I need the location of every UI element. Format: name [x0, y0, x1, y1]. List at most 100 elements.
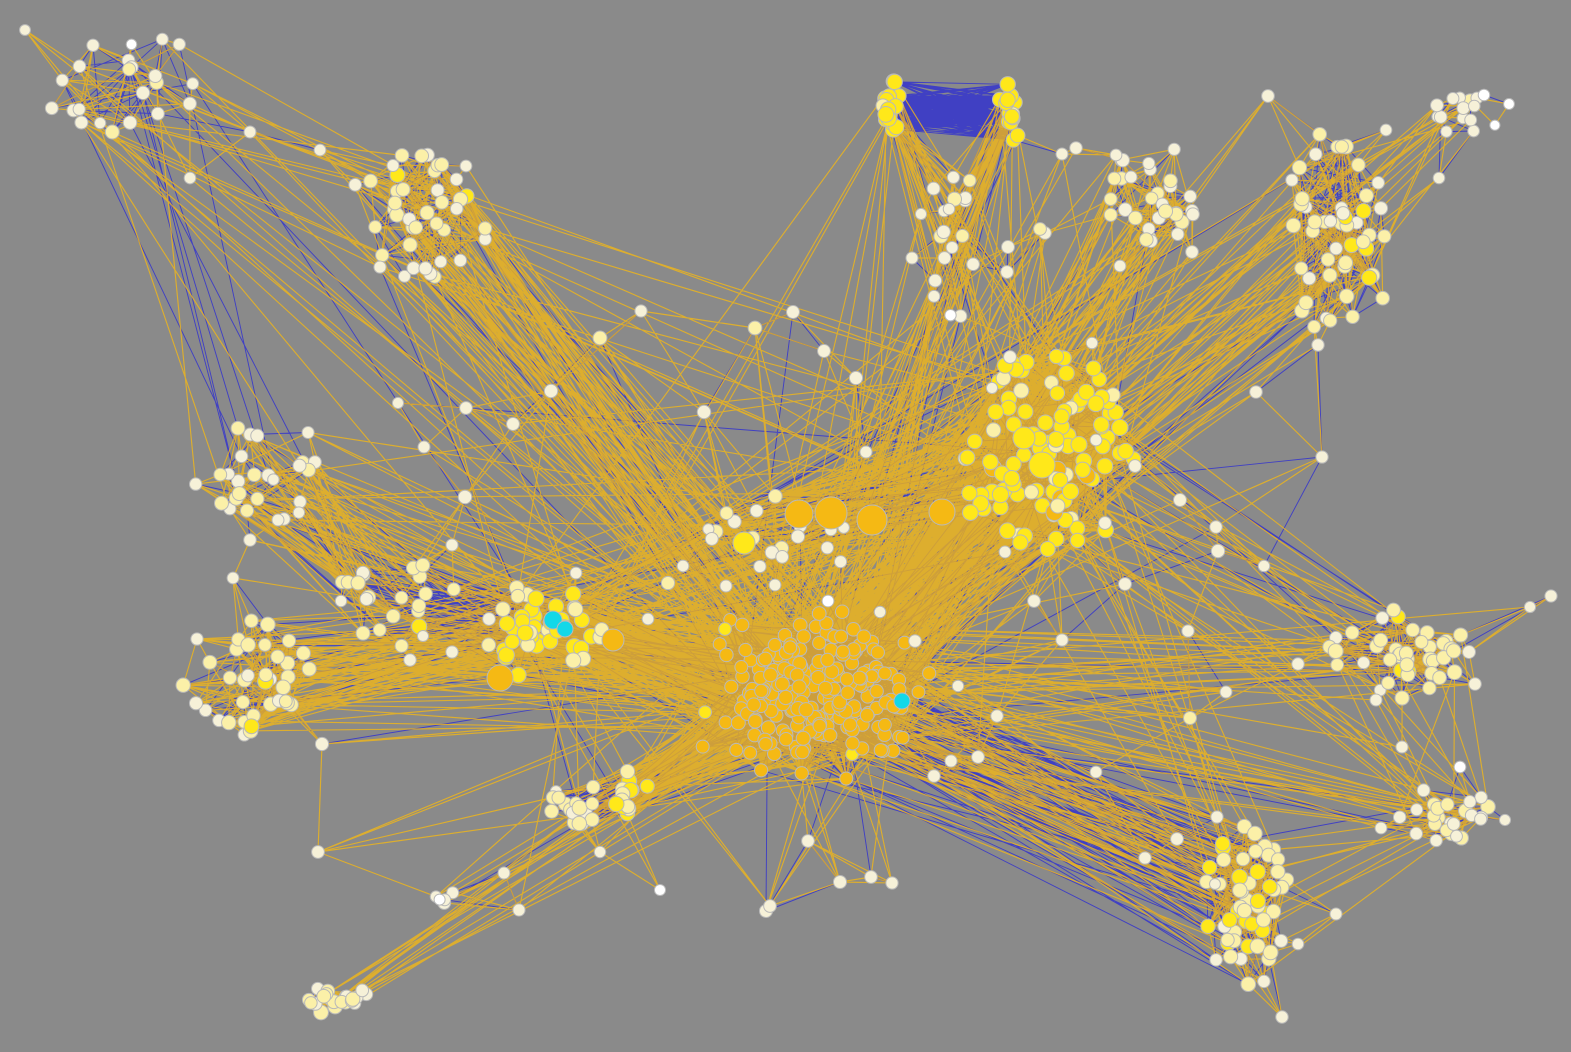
graph-node[interactable] [1464, 113, 1478, 127]
graph-node[interactable] [1257, 974, 1271, 989]
graph-node-gold-hub-4[interactable] [928, 498, 956, 526]
graph-node[interactable] [445, 538, 459, 552]
graph-node[interactable] [842, 717, 858, 732]
graph-node[interactable] [182, 96, 197, 111]
graph-node[interactable] [1142, 156, 1156, 170]
graph-node-gold-hub-5[interactable] [732, 531, 756, 555]
graph-node[interactable] [375, 248, 390, 263]
graph-node[interactable] [1210, 810, 1224, 824]
graph-node[interactable] [719, 579, 733, 593]
graph-node[interactable] [221, 714, 237, 731]
graph-node[interactable] [1089, 433, 1103, 447]
graph-node[interactable] [1173, 493, 1187, 507]
graph-node[interactable] [747, 320, 763, 336]
graph-node[interactable] [990, 709, 1004, 723]
graph-node[interactable] [1185, 245, 1199, 259]
graph-node[interactable] [999, 522, 1016, 540]
graph-node[interactable] [971, 750, 985, 764]
graph-node[interactable] [1001, 240, 1015, 254]
graph-node[interactable] [885, 876, 899, 890]
graph-node[interactable] [527, 590, 545, 608]
graph-node[interactable] [1330, 658, 1345, 672]
graph-node[interactable] [908, 634, 922, 648]
graph-node[interactable] [820, 652, 835, 668]
graph-node[interactable] [172, 37, 186, 51]
graph-node[interactable] [763, 667, 778, 683]
graph-node[interactable] [1255, 912, 1272, 928]
graph-node[interactable] [1055, 147, 1069, 161]
graph-node[interactable] [1209, 520, 1223, 534]
graph-node[interactable] [1440, 797, 1455, 812]
graph-node[interactable] [1118, 202, 1133, 217]
graph-node[interactable] [571, 799, 588, 816]
graph-node[interactable] [1009, 127, 1026, 144]
graph-node[interactable] [1462, 645, 1476, 659]
graph-node[interactable] [719, 506, 734, 521]
graph-node[interactable] [135, 85, 151, 101]
graph-node[interactable] [767, 488, 783, 504]
graph-node[interactable] [1338, 255, 1354, 271]
graph-node[interactable] [914, 207, 928, 221]
graph-node[interactable] [516, 624, 534, 642]
graph-node[interactable] [1000, 265, 1014, 279]
graph-node[interactable] [834, 629, 849, 644]
graph-node[interactable] [1416, 783, 1431, 798]
graph-node[interactable] [966, 257, 980, 272]
graph-node-gold-hub-6[interactable] [1028, 451, 1056, 479]
graph-node[interactable] [394, 590, 409, 605]
graph-node[interactable] [275, 679, 291, 696]
graph-node[interactable] [839, 672, 855, 687]
graph-node[interactable] [768, 578, 782, 592]
graph-node[interactable] [794, 766, 809, 781]
graph-node[interactable] [1113, 259, 1127, 273]
graph-node[interactable] [398, 269, 411, 283]
graph-node[interactable] [846, 622, 861, 637]
graph-node[interactable] [1323, 214, 1338, 228]
graph-node[interactable] [592, 330, 608, 346]
graph-node[interactable] [1003, 469, 1021, 487]
graph-node[interactable] [634, 304, 648, 318]
graph-node-cyan-node-2[interactable] [556, 620, 574, 638]
graph-node[interactable] [1355, 234, 1371, 250]
graph-node[interactable] [1373, 632, 1389, 648]
graph-node[interactable] [911, 685, 926, 700]
graph-node[interactable] [281, 633, 297, 648]
graph-node[interactable] [1017, 403, 1034, 420]
graph-node[interactable] [767, 637, 782, 653]
graph-node[interactable] [998, 545, 1012, 559]
graph-node[interactable] [243, 125, 257, 139]
graph-node[interactable] [1345, 309, 1360, 324]
graph-node[interactable] [1399, 657, 1415, 673]
graph-node[interactable] [1432, 171, 1446, 185]
graph-node[interactable] [271, 513, 285, 527]
graph-node[interactable] [1308, 147, 1323, 162]
graph-node[interactable] [477, 221, 493, 236]
graph-node-cyan-node-1[interactable] [543, 610, 563, 630]
graph-node[interactable] [774, 676, 790, 692]
graph-node[interactable] [1109, 148, 1123, 162]
graph-node[interactable] [937, 251, 952, 265]
graph-node[interactable] [457, 489, 473, 505]
graph-node[interactable] [1474, 790, 1488, 805]
graph-node[interactable] [1265, 903, 1282, 920]
graph-node[interactable] [234, 449, 249, 464]
graph-node[interactable] [74, 115, 89, 130]
graph-node[interactable] [259, 616, 276, 633]
graph-node[interactable] [1247, 825, 1263, 842]
graph-node[interactable] [567, 601, 584, 618]
graph-node[interactable] [1003, 108, 1020, 125]
graph-node[interactable] [334, 594, 348, 608]
graph-node[interactable] [1069, 532, 1086, 549]
graph-node[interactable] [821, 594, 835, 608]
graph-node[interactable] [270, 649, 285, 665]
graph-node[interactable] [966, 433, 983, 450]
graph-node[interactable] [864, 870, 878, 884]
graph-node[interactable] [394, 148, 410, 163]
graph-node[interactable] [1432, 670, 1447, 685]
graph-node[interactable] [1139, 232, 1154, 247]
graph-node[interactable] [231, 486, 247, 502]
graph-node[interactable] [1544, 589, 1558, 603]
graph-node[interactable] [835, 644, 850, 659]
graph-node[interactable] [1446, 643, 1462, 659]
graph-node[interactable] [411, 598, 427, 613]
